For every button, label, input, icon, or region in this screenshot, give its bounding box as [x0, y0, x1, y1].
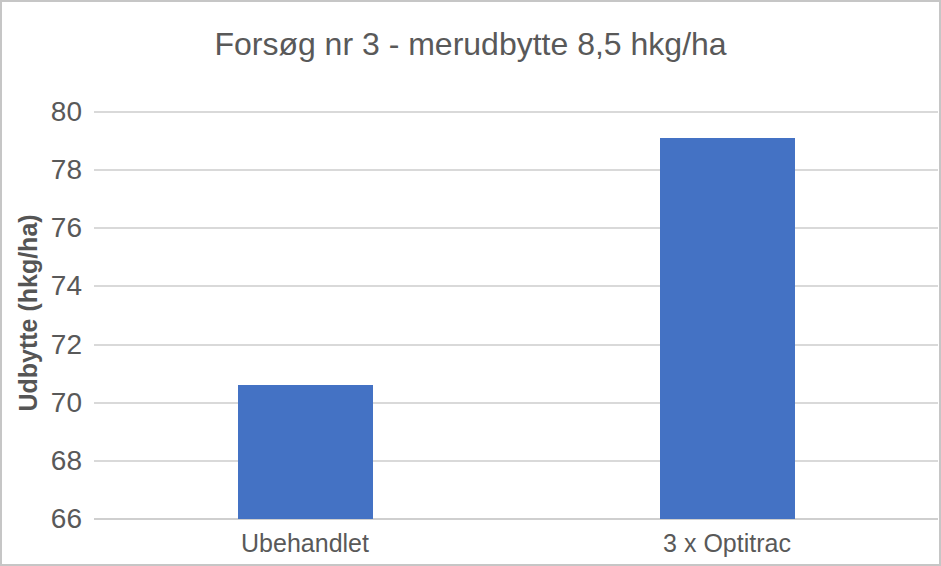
y-tick-label: 74 — [2, 270, 82, 302]
gridline — [94, 460, 938, 462]
y-tick-label: 66 — [2, 503, 82, 535]
gridline — [94, 402, 938, 404]
chart-title: Forsøg nr 3 - merudbytte 8,5 hkg/ha — [2, 26, 939, 63]
y-tick-label: 78 — [2, 154, 82, 186]
gridline — [94, 111, 938, 113]
bar-3-x-optitrac — [660, 138, 795, 519]
plot-area — [94, 112, 938, 519]
gridline — [94, 344, 938, 346]
x-category-label: 3 x Optitrac — [663, 529, 791, 558]
y-tick-label: 72 — [2, 329, 82, 361]
gridline — [94, 227, 938, 229]
bar-ubehandlet — [238, 385, 373, 519]
x-axis-line — [94, 518, 938, 520]
y-tick-label: 76 — [2, 212, 82, 244]
x-category-label: Ubehandlet — [241, 529, 369, 558]
y-tick-label: 70 — [2, 387, 82, 419]
gridline — [94, 169, 938, 171]
gridline — [94, 285, 938, 287]
chart-frame: Forsøg nr 3 - merudbytte 8,5 hkg/ha Udby… — [0, 0, 941, 566]
y-tick-label: 80 — [2, 96, 82, 128]
y-tick-label: 68 — [2, 445, 82, 477]
